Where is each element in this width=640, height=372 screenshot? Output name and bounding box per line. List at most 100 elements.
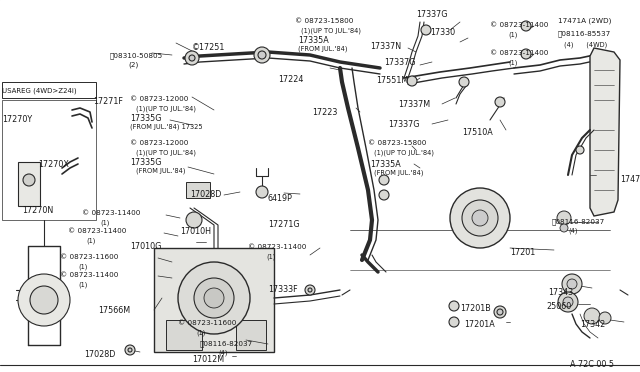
Text: 17270X: 17270X xyxy=(38,160,69,169)
Text: © 08723-11400: © 08723-11400 xyxy=(490,22,548,28)
Circle shape xyxy=(462,200,498,236)
Circle shape xyxy=(23,174,35,186)
Bar xyxy=(186,182,210,198)
Text: ©17251: ©17251 xyxy=(192,43,225,52)
Text: © 08723-11600: © 08723-11600 xyxy=(60,254,118,260)
Bar xyxy=(154,248,274,352)
Circle shape xyxy=(472,210,488,226)
Polygon shape xyxy=(340,155,622,352)
Text: © 08723-12000: © 08723-12000 xyxy=(130,140,188,146)
Text: (1): (1) xyxy=(100,219,109,225)
Text: © 08723-12000: © 08723-12000 xyxy=(130,96,188,102)
Text: 17335A: 17335A xyxy=(370,160,401,169)
Text: (1): (1) xyxy=(196,329,205,336)
Text: 17510A: 17510A xyxy=(462,128,493,137)
Bar xyxy=(236,320,266,350)
Circle shape xyxy=(379,175,389,185)
Circle shape xyxy=(407,76,417,86)
Text: 17201B: 17201B xyxy=(460,304,491,313)
Text: (FROM JUL.'84) 17325: (FROM JUL.'84) 17325 xyxy=(130,123,203,129)
Circle shape xyxy=(254,47,270,63)
Text: (4)      (4WD): (4) (4WD) xyxy=(564,42,607,48)
Text: © 08723-11400: © 08723-11400 xyxy=(490,50,548,56)
Text: 17330: 17330 xyxy=(430,28,455,37)
Text: (1)(UP TO JUL.'84): (1)(UP TO JUL.'84) xyxy=(374,149,434,155)
Circle shape xyxy=(189,55,195,61)
Text: A 72C 00 5: A 72C 00 5 xyxy=(570,360,614,369)
Text: 17271F: 17271F xyxy=(93,97,123,106)
Text: 17337G: 17337G xyxy=(416,10,447,19)
Circle shape xyxy=(258,51,266,59)
Circle shape xyxy=(379,190,389,200)
Circle shape xyxy=(521,49,531,59)
Circle shape xyxy=(557,211,571,225)
Text: (4): (4) xyxy=(218,349,227,356)
Text: (1)(UP TO JUL.'84): (1)(UP TO JUL.'84) xyxy=(136,105,196,112)
Text: (FROM JUL.'84): (FROM JUL.'84) xyxy=(136,167,186,173)
Bar xyxy=(2,82,96,98)
Polygon shape xyxy=(590,48,620,216)
Text: (1): (1) xyxy=(266,253,275,260)
Circle shape xyxy=(308,288,312,292)
Text: 17471: 17471 xyxy=(620,175,640,184)
Text: 17342: 17342 xyxy=(580,320,605,329)
Text: © 08723-11400: © 08723-11400 xyxy=(82,210,140,216)
Circle shape xyxy=(30,286,58,314)
Text: USAREG (4WD>Z24i): USAREG (4WD>Z24i) xyxy=(2,88,77,94)
Text: (2): (2) xyxy=(128,61,138,67)
Text: 17270Y: 17270Y xyxy=(2,115,32,124)
Text: 17335G: 17335G xyxy=(130,158,161,167)
Text: 17224: 17224 xyxy=(278,75,303,84)
Text: 17337G: 17337G xyxy=(384,58,415,67)
Text: 17337N: 17337N xyxy=(370,42,401,51)
Text: © 08723-15800: © 08723-15800 xyxy=(368,140,426,146)
Circle shape xyxy=(204,288,224,308)
Circle shape xyxy=(521,21,531,31)
Circle shape xyxy=(421,25,431,35)
Text: 17010H: 17010H xyxy=(180,227,211,236)
Circle shape xyxy=(178,262,250,334)
Text: (FROM JUL.'84): (FROM JUL.'84) xyxy=(298,45,348,51)
Text: 17335G: 17335G xyxy=(130,114,161,123)
Circle shape xyxy=(449,301,459,311)
Circle shape xyxy=(185,51,199,65)
Text: 17201A: 17201A xyxy=(464,320,495,329)
Circle shape xyxy=(18,274,70,326)
Text: ⒲08116-85537: ⒲08116-85537 xyxy=(558,30,611,36)
Text: © 08723-11400: © 08723-11400 xyxy=(248,244,307,250)
Circle shape xyxy=(194,278,234,318)
Text: (1): (1) xyxy=(86,237,95,244)
Text: 17343: 17343 xyxy=(548,288,573,297)
Circle shape xyxy=(128,348,132,352)
Circle shape xyxy=(560,224,568,232)
Text: © 08723-15800: © 08723-15800 xyxy=(295,18,353,24)
Text: 17337G: 17337G xyxy=(388,120,419,129)
Text: (FROM JUL.'84): (FROM JUL.'84) xyxy=(374,169,424,176)
Text: (1): (1) xyxy=(78,281,88,288)
Text: 17028D: 17028D xyxy=(190,190,221,199)
Text: 17337M: 17337M xyxy=(398,100,430,109)
Circle shape xyxy=(497,309,503,315)
Text: 17551M: 17551M xyxy=(376,76,408,85)
Text: © 08723-11400: © 08723-11400 xyxy=(60,272,118,278)
Bar xyxy=(18,162,40,206)
Text: ⒲08116-82037: ⒲08116-82037 xyxy=(200,340,253,347)
Circle shape xyxy=(450,188,510,248)
Circle shape xyxy=(567,279,577,289)
Text: © 08723-11400: © 08723-11400 xyxy=(68,228,126,234)
Circle shape xyxy=(256,186,268,198)
Circle shape xyxy=(459,77,469,87)
Circle shape xyxy=(563,297,573,307)
Text: 17270N: 17270N xyxy=(22,206,53,215)
Text: 17201: 17201 xyxy=(510,248,535,257)
Circle shape xyxy=(562,274,582,294)
Text: © 08723-11600: © 08723-11600 xyxy=(178,320,236,326)
Text: ⒲08116-82037: ⒲08116-82037 xyxy=(552,218,605,225)
Text: (1)(UP TO JUL.'84): (1)(UP TO JUL.'84) xyxy=(136,149,196,155)
Text: 17566M: 17566M xyxy=(98,306,130,315)
Circle shape xyxy=(305,285,315,295)
Text: 6419P: 6419P xyxy=(268,194,293,203)
Text: 17471A (2WD): 17471A (2WD) xyxy=(558,18,611,25)
Text: Ⓝ08310-50805: Ⓝ08310-50805 xyxy=(110,52,163,59)
Text: (4): (4) xyxy=(568,228,577,234)
